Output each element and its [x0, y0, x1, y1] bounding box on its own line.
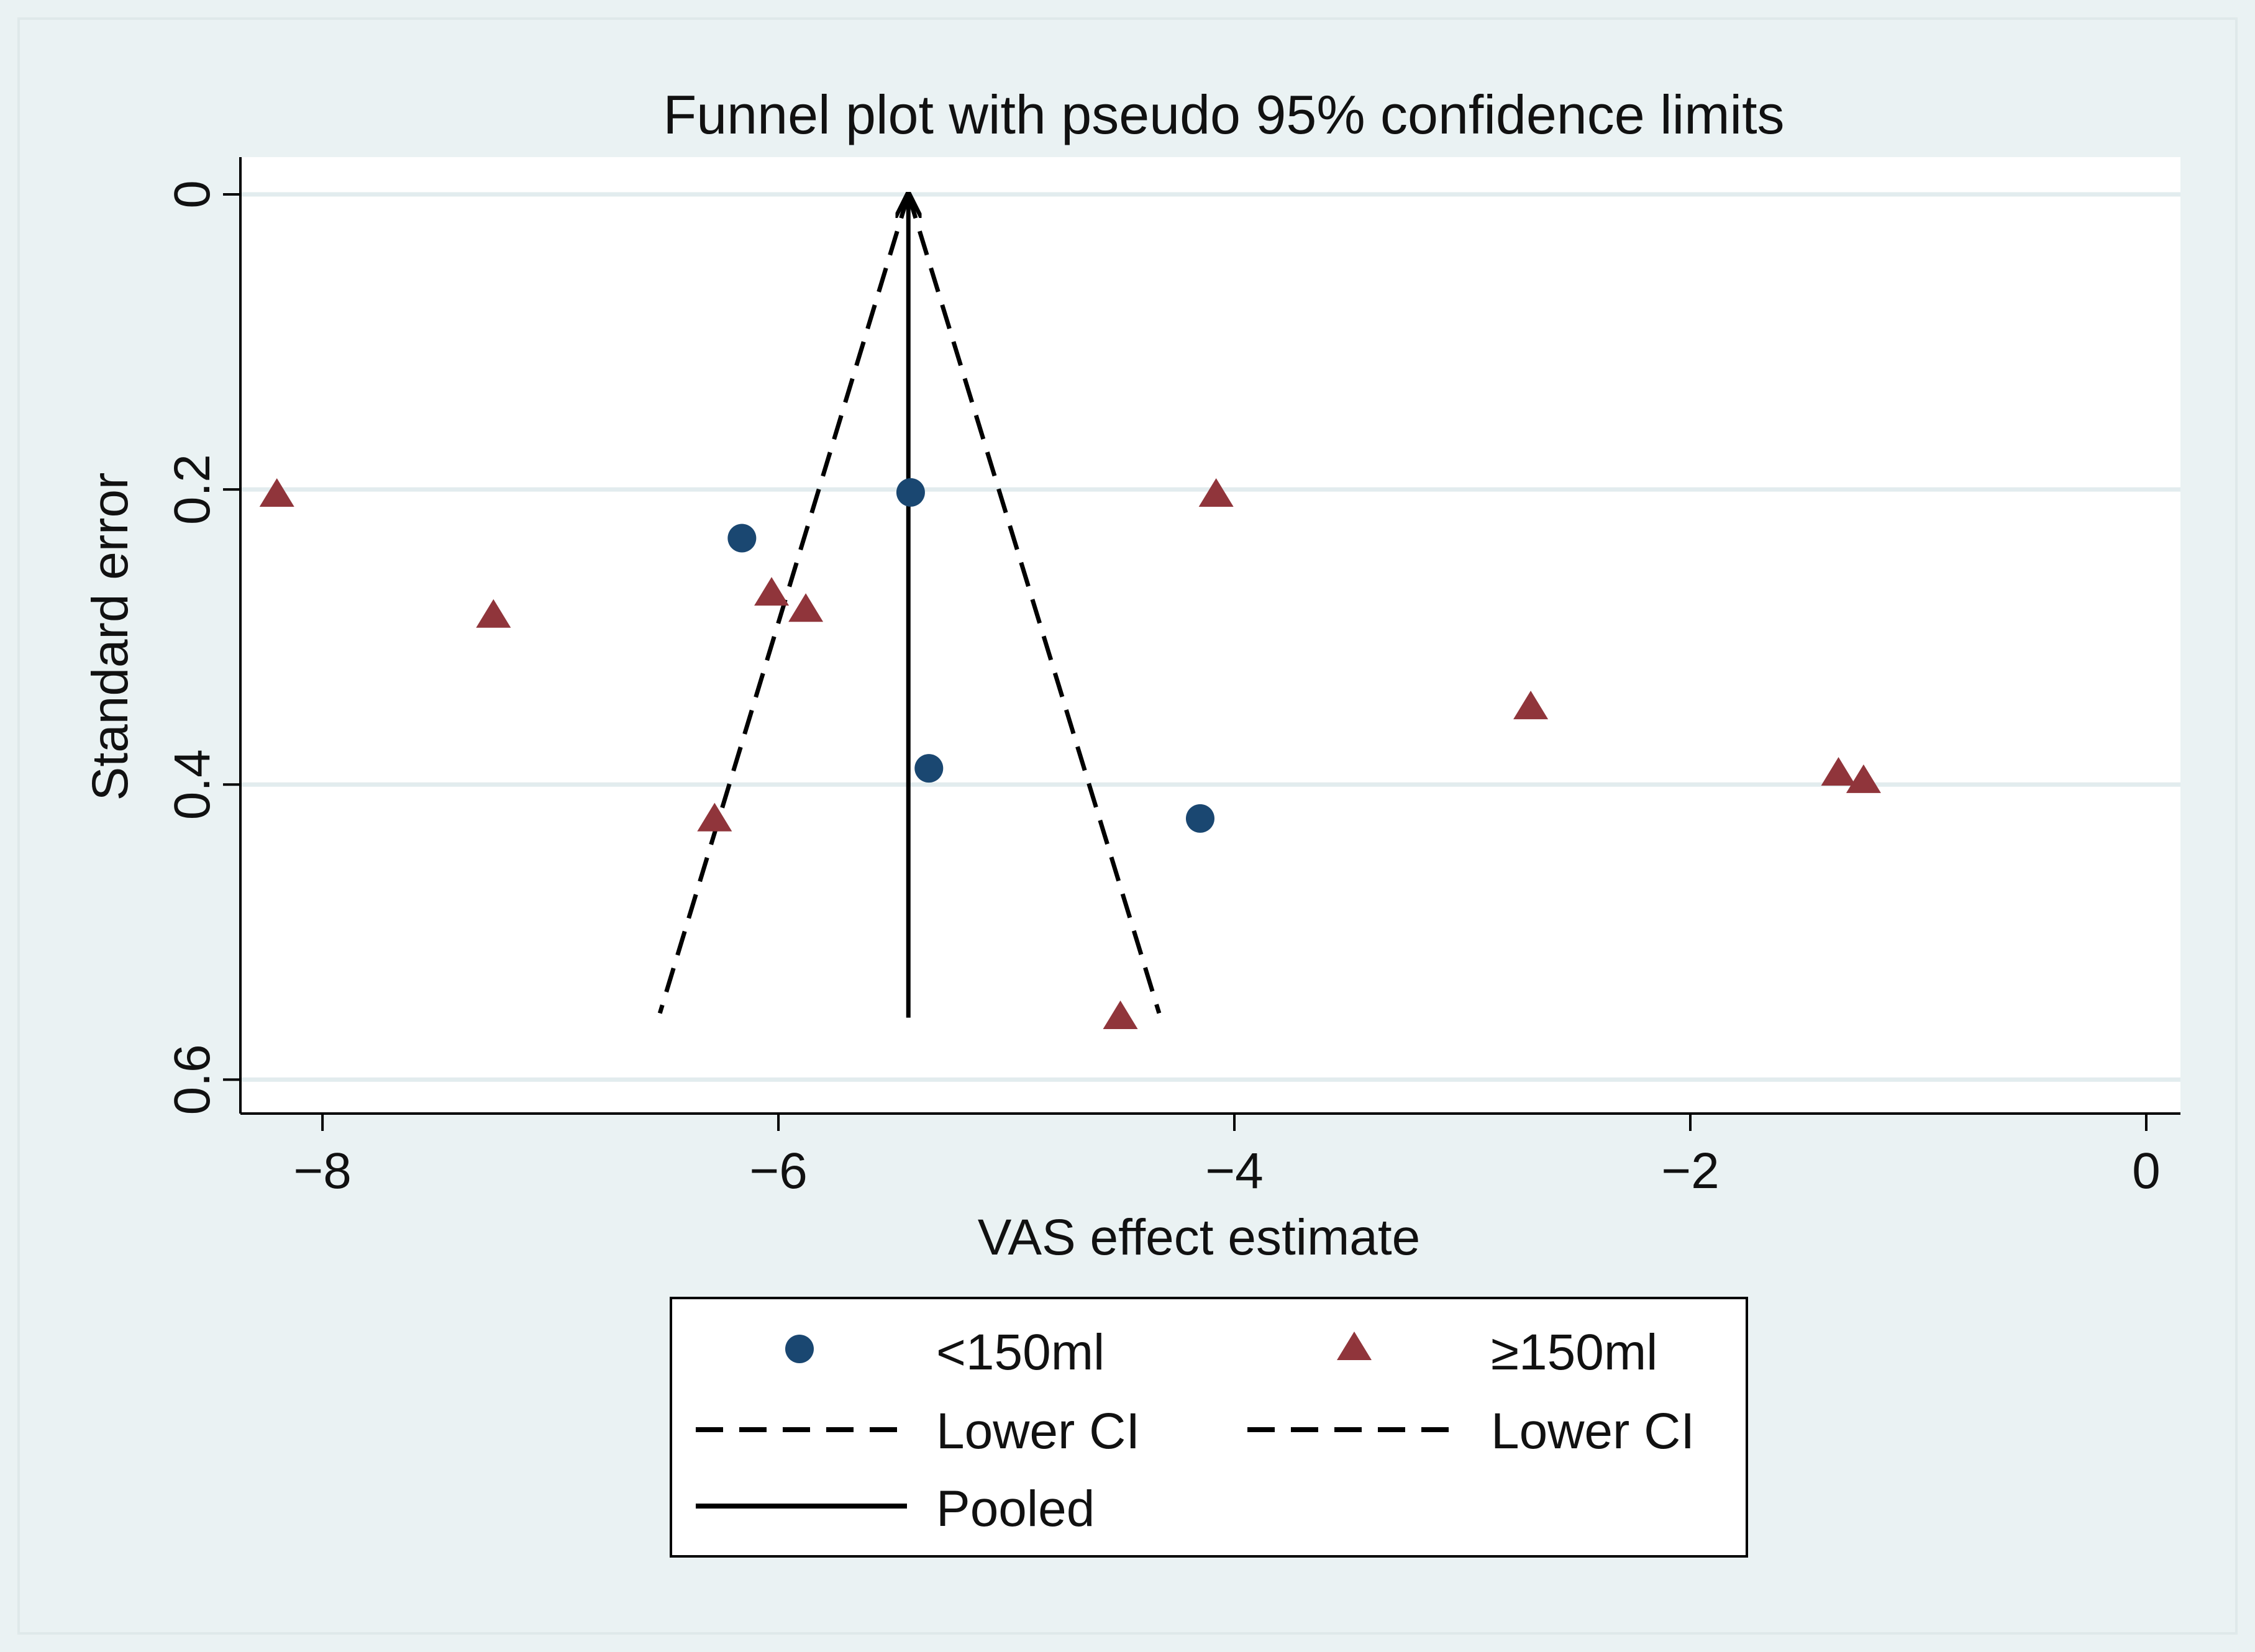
y-tick-label: 0.2: [164, 454, 221, 525]
triangle-point: [1103, 1000, 1138, 1029]
triangle-point: [754, 577, 790, 606]
legend-triangle-icon: [1337, 1332, 1372, 1360]
triangle-point: [259, 478, 294, 507]
x-axis-label: VAS effect estimate: [978, 1209, 1421, 1266]
legend-label: Pooled: [936, 1481, 1095, 1537]
axes: 0 0.2 0.4 0.6 −8 −6 −4 −2 0: [164, 157, 2180, 1199]
legend-label: ≥150ml: [1491, 1324, 1657, 1381]
triangle-point: [1513, 691, 1549, 720]
triangle-point: [697, 802, 732, 832]
y-axis-label: Standard error: [82, 473, 139, 801]
legend-label: <150ml: [936, 1324, 1105, 1381]
legend-label: Lower CI: [1491, 1403, 1695, 1459]
x-tick-label: 0: [2132, 1143, 2161, 1199]
y-tick-label: 0.4: [164, 749, 221, 820]
circle-point: [896, 478, 925, 507]
triangle-point: [1198, 478, 1234, 507]
x-tick-label: −2: [1661, 1143, 1720, 1199]
legend-label: Lower CI: [936, 1403, 1140, 1459]
triangle-point: [1846, 764, 1881, 793]
image-border: [17, 17, 2238, 1635]
legend: <150ml ≥150ml Lower CI Lower CI Pooled: [670, 1297, 1748, 1558]
y-tick-label: 0.6: [164, 1044, 221, 1115]
ci-line: [906, 193, 1162, 1014]
x-tick-label: −6: [749, 1143, 808, 1199]
circle-point: [727, 524, 757, 553]
triangle-point: [476, 599, 511, 628]
chart-title: Funnel plot with pseudo 95% confidence l…: [663, 84, 1784, 145]
y-tick-label: 0: [164, 180, 221, 209]
plot-area: [240, 157, 2180, 1114]
triangle-point: [1821, 756, 1856, 786]
circle-point: [1185, 804, 1214, 833]
triangle-point: [788, 593, 824, 622]
x-tick-label: −8: [293, 1143, 352, 1199]
chart-points: [259, 478, 1881, 1029]
circle-point: [914, 754, 944, 783]
x-tick-label: −4: [1205, 1143, 1264, 1199]
legend-circle-icon: [785, 1335, 814, 1363]
